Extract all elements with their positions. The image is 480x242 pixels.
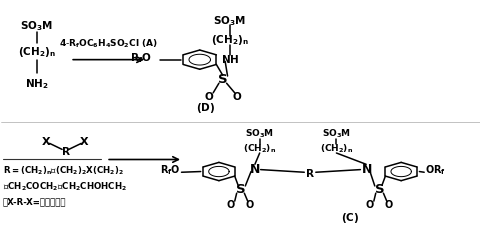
Text: $\mathbf{SO_3M}$: $\mathbf{SO_3M}$	[20, 19, 53, 33]
Text: $\mathbf{(CH_2)_n}$: $\mathbf{(CH_2)_n}$	[211, 33, 249, 47]
Text: $\mathbf{O}$: $\mathbf{O}$	[364, 198, 374, 210]
Text: $\mathbf{SO_3M}$: $\mathbf{SO_3M}$	[213, 14, 246, 28]
Text: $\mathbf{O}$: $\mathbf{O}$	[226, 198, 235, 210]
Text: $\mathbf{R_fO}$: $\mathbf{R_fO}$	[159, 163, 180, 177]
Text: $\mathbf{4\text{-}R_fOC_6H_4SO_2Cl\ (A)}$: $\mathbf{4\text{-}R_fOC_6H_4SO_2Cl\ (A)}…	[59, 38, 157, 50]
Text: $\mathbf{S}$: $\mathbf{S}$	[217, 73, 228, 86]
Text: $\mathbf{SO_3M}$: $\mathbf{SO_3M}$	[321, 128, 350, 141]
Text: $\mathbf{S}$: $\mathbf{S}$	[373, 183, 384, 196]
Text: $\mathbf{(CH_2)_n}$: $\mathbf{(CH_2)_n}$	[242, 143, 276, 155]
Text: $\mathbf{O}$: $\mathbf{O}$	[245, 198, 254, 210]
Text: $\mathbf{(D)}$: $\mathbf{(D)}$	[196, 101, 215, 115]
Text: $\mathbf{N}$: $\mathbf{N}$	[360, 163, 371, 176]
Text: $\mathbf{X}$: $\mathbf{X}$	[41, 136, 51, 147]
Text: $\mathbf{(CH_2)_n}$: $\mathbf{(CH_2)_n}$	[319, 143, 352, 155]
Text: 或X-R-X=环氧卤丙烷: 或X-R-X=环氧卤丙烷	[3, 198, 66, 207]
Text: $\mathbf{N}$: $\mathbf{N}$	[249, 163, 260, 176]
Text: $\mathbf{(C)}$: $\mathbf{(C)}$	[340, 212, 358, 226]
Text: $\mathbf{OR_f}$: $\mathbf{OR_f}$	[424, 163, 445, 177]
Text: $\mathbf{R_fO}$: $\mathbf{R_fO}$	[130, 52, 152, 65]
Text: $\mathbf{R}$: $\mathbf{R}$	[304, 167, 314, 179]
Text: $\mathbf{O}$: $\mathbf{O}$	[384, 198, 393, 210]
Text: $\mathbf{NH}$: $\mathbf{NH}$	[220, 53, 239, 65]
Text: $\mathbf{R}$: $\mathbf{R}$	[60, 145, 70, 157]
Text: $\mathbf{O}$: $\mathbf{O}$	[231, 90, 242, 102]
Text: $\mathbf{X}$: $\mathbf{X}$	[79, 136, 90, 147]
Text: 或$\mathbf{CH_2COCH_2}$或$\mathbf{CH_2CHOHCH_2}$: 或$\mathbf{CH_2COCH_2}$或$\mathbf{CH_2CHOH…	[3, 180, 127, 193]
Text: $\mathbf{O}$: $\mathbf{O}$	[204, 90, 214, 102]
Text: $\mathbf{S}$: $\mathbf{S}$	[235, 183, 245, 196]
Text: $\mathbf{SO_3M}$: $\mathbf{SO_3M}$	[245, 128, 274, 141]
Text: $\mathbf{R=(CH_2)_n}$或$\mathbf{(CH_2)_2X(CH_2)_2}$: $\mathbf{R=(CH_2)_n}$或$\mathbf{(CH_2)_2X…	[3, 164, 124, 177]
Text: $\mathbf{NH_2}$: $\mathbf{NH_2}$	[24, 77, 48, 91]
Text: $\mathbf{(CH_2)_n}$: $\mathbf{(CH_2)_n}$	[18, 45, 56, 60]
